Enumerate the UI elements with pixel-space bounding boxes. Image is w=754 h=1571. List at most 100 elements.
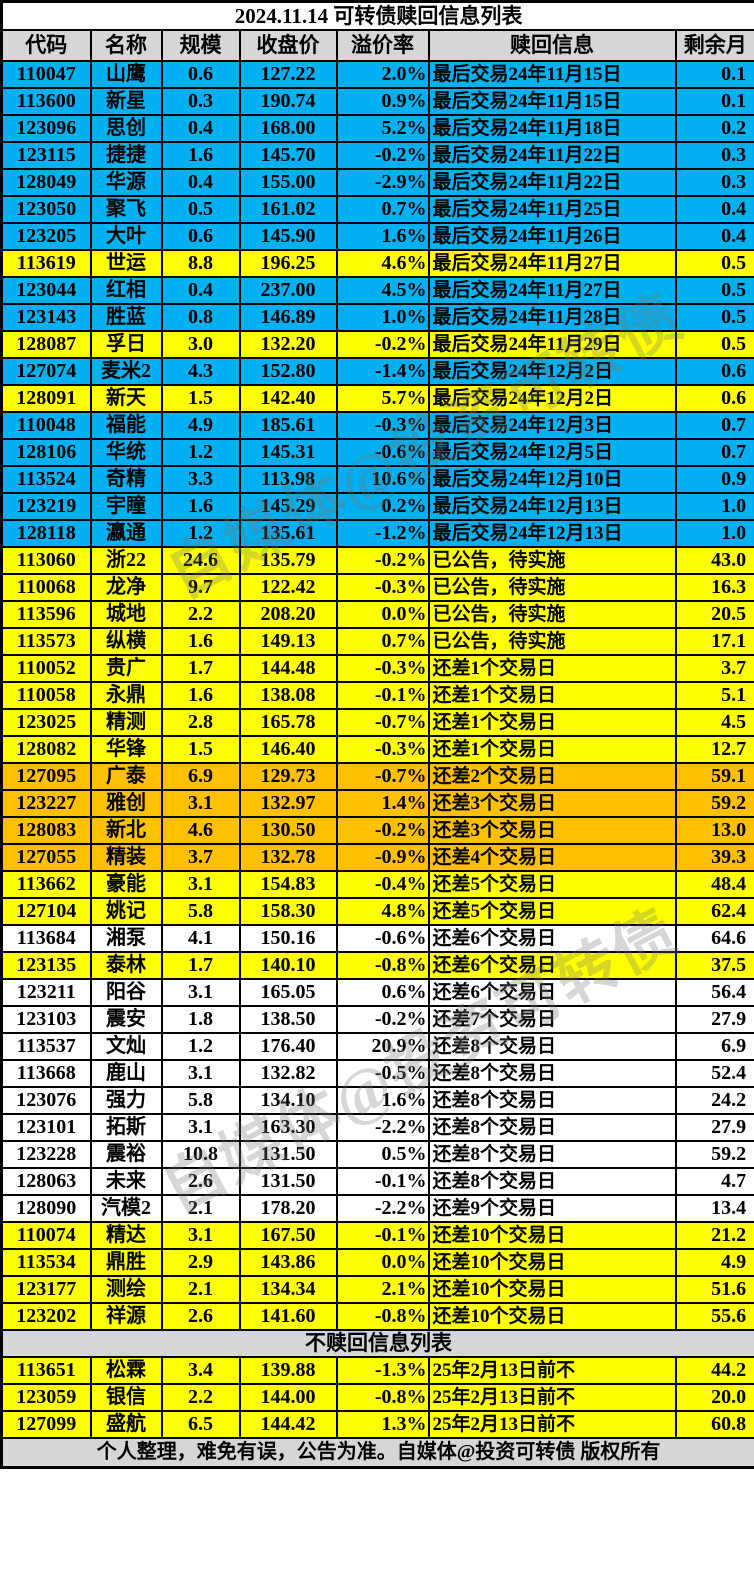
size-cell: 6.9 [160, 762, 241, 791]
table-row: 123177 测绘 2.1 134.34 2.1% 还差10个交易日 51.6 [0, 1275, 754, 1304]
premium-cell: -0.6% [335, 438, 430, 467]
table-row: 113524 奇精 3.3 113.98 10.6% 最后交易24年12月10日 0.9 [0, 465, 754, 494]
code-cell: 113600 [0, 87, 92, 116]
close-cell: 237.00 [238, 276, 338, 305]
premium-cell: 1.6% [335, 1086, 430, 1115]
size-cell: 10.8 [160, 1140, 241, 1169]
info-cell: 还差5个交易日 [427, 897, 677, 926]
close-cell: 145.29 [238, 492, 338, 521]
months-cell: 0.6 [674, 384, 754, 413]
premium-cell: 0.0% [335, 600, 430, 629]
code-cell: 123050 [0, 195, 92, 224]
premium-cell: 1.0% [335, 303, 430, 332]
code-cell: 128049 [0, 168, 92, 197]
section-title: 不赎回信息列表 [0, 1329, 754, 1358]
code-cell: 110047 [0, 60, 92, 89]
table-row: 123103 震安 1.8 138.50 -0.2% 还差7个交易日 27.9 [0, 1005, 754, 1034]
code-cell: 123135 [0, 951, 92, 980]
premium-cell: -0.2% [335, 1005, 430, 1034]
premium-cell: -0.2% [335, 816, 430, 845]
code-cell: 123202 [0, 1302, 92, 1331]
months-cell: 0.4 [674, 195, 754, 224]
close-cell: 131.50 [238, 1167, 338, 1196]
size-cell: 0.4 [160, 276, 241, 305]
close-cell: 132.20 [238, 330, 338, 359]
premium-cell: 20.9% [335, 1032, 430, 1061]
premium-cell: -2.2% [335, 1113, 430, 1142]
close-cell: 196.25 [238, 249, 338, 278]
info-cell: 最后交易24年11月22日 [427, 141, 677, 170]
table-row: 110047 山鹰 0.6 127.22 2.0% 最后交易24年11月15日 0.1 [0, 60, 754, 89]
size-cell: 0.5 [160, 195, 241, 224]
size-cell: 0.3 [160, 87, 241, 116]
premium-cell: 10.6% [335, 465, 430, 494]
info-cell: 还差1个交易日 [427, 708, 677, 737]
close-cell: 155.00 [238, 168, 338, 197]
name-cell: 未来 [89, 1167, 163, 1196]
size-cell: 1.2 [160, 1032, 241, 1061]
table-row: 113060 浙22 24.6 135.79 -0.2% 已公告，待实施 43.0 [0, 546, 754, 575]
premium-cell: -0.3% [335, 654, 430, 683]
table-row: 128118 瀛通 1.2 135.61 -1.2% 最后交易24年12月13日 1.0 [0, 519, 754, 548]
close-cell: 138.08 [238, 681, 338, 710]
table-row: 123096 思创 0.4 168.00 5.2% 最后交易24年11月18日 0.2 [0, 114, 754, 143]
column-header-info: 赎回信息 [427, 29, 677, 62]
size-cell: 3.7 [160, 843, 241, 872]
info-cell: 还差10个交易日 [427, 1275, 677, 1304]
code-cell: 110052 [0, 654, 92, 683]
info-cell: 最后交易24年11月15日 [427, 87, 677, 116]
close-cell: 141.60 [238, 1302, 338, 1331]
info-cell: 最后交易24年12月3日 [427, 411, 677, 440]
premium-cell: -0.3% [335, 735, 430, 764]
table-row: 113600 新星 0.3 190.74 0.9% 最后交易24年11月15日 0.1 [0, 87, 754, 116]
months-cell: 0.7 [674, 411, 754, 440]
info-cell: 最后交易24年12月13日 [427, 519, 677, 548]
info-cell: 还差6个交易日 [427, 924, 677, 953]
size-cell: 0.4 [160, 168, 241, 197]
code-cell: 123101 [0, 1113, 92, 1142]
info-cell: 已公告，待实施 [427, 600, 677, 629]
table-row: 123025 精测 2.8 165.78 -0.7% 还差1个交易日 4.5 [0, 708, 754, 737]
size-cell: 3.0 [160, 330, 241, 359]
months-cell: 1.0 [674, 492, 754, 521]
close-cell: 176.40 [238, 1032, 338, 1061]
premium-cell: 1.6% [335, 222, 430, 251]
months-cell: 13.0 [674, 816, 754, 845]
code-cell: 123211 [0, 978, 92, 1007]
code-cell: 113668 [0, 1059, 92, 1088]
months-cell: 43.0 [674, 546, 754, 575]
code-cell: 110074 [0, 1221, 92, 1250]
table-row: 113534 鼎胜 2.9 143.86 0.0% 还差10个交易日 4.9 [0, 1248, 754, 1277]
name-cell: 麦米2 [89, 357, 163, 386]
code-cell: 127104 [0, 897, 92, 926]
name-cell: 聚飞 [89, 195, 163, 224]
size-cell: 2.1 [160, 1275, 241, 1304]
close-cell: 144.42 [238, 1410, 338, 1439]
premium-cell: -0.9% [335, 843, 430, 872]
months-cell: 0.5 [674, 276, 754, 305]
months-cell: 3.7 [674, 654, 754, 683]
close-cell: 142.40 [238, 384, 338, 413]
info-cell: 最后交易24年12月10日 [427, 465, 677, 494]
section-header-row: 不赎回信息列表 [0, 1329, 754, 1358]
code-cell: 128118 [0, 519, 92, 548]
close-cell: 163.30 [238, 1113, 338, 1142]
close-cell: 165.05 [238, 978, 338, 1007]
close-cell: 138.50 [238, 1005, 338, 1034]
table-row: 128087 孚日 3.0 132.20 -0.2% 最后交易24年11月29日 0.5 [0, 330, 754, 359]
close-cell: 165.78 [238, 708, 338, 737]
column-header-size: 规模 [160, 29, 241, 62]
months-cell: 64.6 [674, 924, 754, 953]
table-row: 128106 华统 1.2 145.31 -0.6% 最后交易24年12月5日 0.7 [0, 438, 754, 467]
name-cell: 盛航 [89, 1410, 163, 1439]
name-cell: 宇瞳 [89, 492, 163, 521]
name-cell: 永鼎 [89, 681, 163, 710]
months-cell: 1.0 [674, 519, 754, 548]
name-cell: 山鹰 [89, 60, 163, 89]
name-cell: 胜蓝 [89, 303, 163, 332]
table-row: 123227 雅创 3.1 132.97 1.4% 还差3个交易日 59.2 [0, 789, 754, 818]
months-cell: 4.5 [674, 708, 754, 737]
name-cell: 祥源 [89, 1302, 163, 1331]
size-cell: 1.8 [160, 1005, 241, 1034]
size-cell: 3.1 [160, 870, 241, 899]
